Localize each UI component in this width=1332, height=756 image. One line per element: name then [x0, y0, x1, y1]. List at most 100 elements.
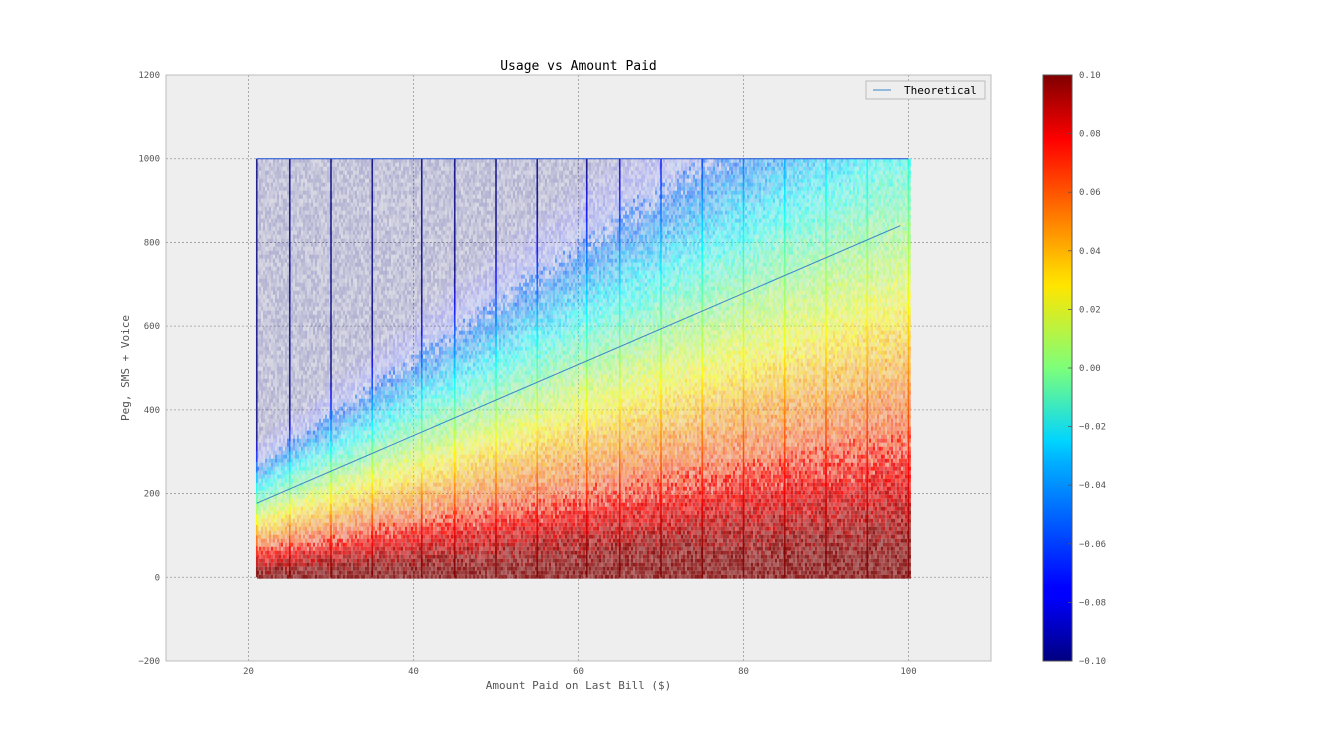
density-stripe	[825, 399, 827, 410]
density-stripe	[453, 231, 456, 243]
density-stripe	[783, 221, 786, 232]
density-stripe	[701, 556, 704, 567]
density-stripe	[660, 273, 662, 285]
density-stripe	[825, 190, 827, 201]
density-stripe	[420, 284, 423, 295]
density-stripe	[585, 399, 588, 410]
density-stripe	[420, 336, 423, 348]
density-stripe	[701, 420, 704, 431]
density-stripe	[701, 315, 704, 327]
density-stripe	[585, 200, 588, 212]
density-stripe	[907, 504, 910, 515]
density-stripe	[255, 252, 258, 264]
density-stripe	[371, 535, 374, 546]
density-stripe	[701, 524, 704, 536]
density-stripe	[255, 231, 258, 243]
density-stripe	[701, 368, 704, 379]
colorbar-tick-label: −0.02	[1079, 423, 1106, 433]
density-stripe	[330, 190, 332, 201]
density-stripe	[371, 252, 374, 264]
density-stripe	[783, 368, 786, 379]
density-stripe	[371, 190, 374, 201]
density-stripe	[783, 409, 786, 421]
density-stripe	[255, 451, 258, 463]
density-stripe	[701, 472, 704, 484]
density-stripe	[371, 493, 374, 505]
density-stripe	[907, 200, 910, 212]
density-stripe	[660, 221, 662, 232]
density-stripe	[783, 315, 786, 327]
scatter-density-points	[255, 158, 911, 579]
density-stripe	[495, 305, 497, 316]
density-stripe	[907, 420, 910, 431]
density-stripe	[585, 231, 588, 243]
density-stripe	[420, 273, 423, 285]
density-stripe	[288, 294, 291, 306]
density-stripe	[742, 514, 745, 525]
density-stripe	[371, 231, 374, 243]
colorbar: 0.10 0.08 0.06 0.04 0.02 0.00 −0.02 −0.04 −0.06 −…	[1042, 71, 1106, 667]
density-stripe	[660, 347, 662, 358]
density-stripe	[907, 284, 910, 295]
density-stripe	[536, 252, 539, 264]
density-stripe	[742, 556, 745, 567]
density-stripe	[742, 200, 745, 212]
density-stripe	[420, 315, 423, 327]
density-stripe	[585, 514, 588, 525]
density-stripe	[660, 535, 662, 546]
density-stripe	[660, 556, 662, 567]
density-stripe	[660, 190, 662, 201]
density-stripe	[536, 514, 539, 525]
density-stripe	[866, 556, 869, 567]
density-stripe	[701, 451, 704, 463]
density-stripe	[907, 336, 910, 348]
density-stripe	[330, 326, 332, 337]
density-stripe	[330, 566, 332, 578]
density-stripe	[330, 231, 332, 243]
density-stripe	[420, 368, 423, 379]
density-stripe	[866, 231, 869, 243]
density-stripe	[660, 252, 662, 264]
density-stripe	[701, 483, 704, 494]
density-stripe	[660, 462, 662, 473]
density-stripe	[453, 535, 456, 546]
density-stripe	[585, 451, 588, 463]
density-stripe	[866, 462, 869, 473]
density-stripe	[536, 451, 539, 463]
density-stripe	[453, 451, 456, 463]
density-stripe	[866, 179, 869, 191]
density-stripe	[866, 200, 869, 212]
colorbar-tick-label: −0.08	[1079, 598, 1106, 608]
density-stripe	[255, 315, 258, 327]
density-stripe	[618, 378, 621, 389]
density-stripe	[660, 472, 662, 484]
density-stripe	[825, 514, 827, 525]
density-stripe	[420, 441, 423, 452]
density-stripe	[288, 231, 291, 243]
density-stripe	[453, 504, 456, 515]
legend: Theoretical	[865, 80, 986, 100]
density-stripe	[660, 409, 662, 421]
density-stripe	[536, 535, 539, 546]
density-stripe	[742, 368, 745, 379]
density-stripe	[866, 524, 869, 536]
density-stripe	[371, 388, 374, 400]
density-stripe	[742, 483, 745, 494]
density-stripe	[866, 493, 869, 505]
density-stripe	[825, 409, 827, 421]
density-stripe	[585, 535, 588, 546]
density-stripe	[907, 326, 910, 337]
density-stripe	[330, 556, 332, 567]
density-stripe	[618, 347, 621, 358]
density-stripe	[453, 399, 456, 410]
density-stripe	[907, 263, 910, 274]
density-stripe	[453, 472, 456, 484]
density-stripe	[420, 430, 423, 442]
density-stripe	[453, 378, 456, 389]
density-stripe	[866, 420, 869, 431]
density-stripe	[453, 252, 456, 264]
density-stripe	[660, 326, 662, 337]
density-stripe	[783, 545, 786, 557]
density-stripe	[371, 315, 374, 327]
density-stripe	[742, 211, 745, 222]
